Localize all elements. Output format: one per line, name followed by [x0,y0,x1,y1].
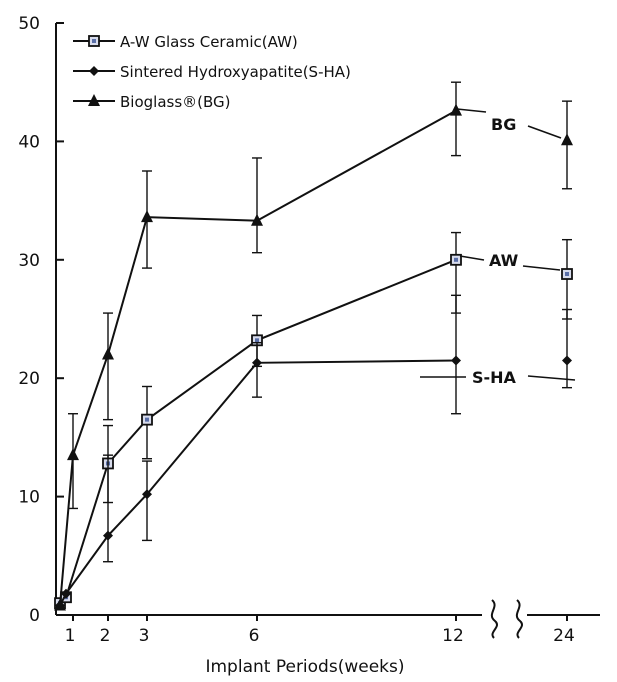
legend-marker-BG [88,94,100,106]
data-point-BG [561,133,573,146]
data-point-AW-center [565,272,569,277]
series-AW [54,231,573,610]
legend-label-SHA: Sintered Hydroxyapatite(S-HA) [120,63,351,81]
annotation-leader [527,375,576,381]
data-point-BG [67,448,79,461]
x-tick-label: 12 [442,626,464,646]
legend: A-W Glass Ceramic(AW) Sintered Hydroxyapa… [73,33,351,111]
data-point-SHA [61,588,71,599]
annotation-leader [522,265,561,271]
x-axis-title: Implant Periods(weeks) [205,657,404,677]
annotation-leader [456,108,487,113]
data-point-SHA [103,530,113,541]
y-ticks: 0 10 20 30 40 50 [18,14,64,626]
x-tick-label: 3 [139,626,150,646]
annotation-BG: BG [491,115,516,134]
annotation-layer: BG AW S-HA [420,108,576,387]
data-point-BG [450,103,462,116]
x-tick-label: 24 [553,626,575,646]
data-point-SHA [142,489,152,500]
data-point-BG [102,347,114,360]
data-point-SHA [451,355,461,366]
y-tick-label: 50 [18,14,40,34]
y-tick-label: 30 [18,251,40,271]
annotation-SHA: S-HA [472,368,517,387]
axes [55,23,600,639]
axis-break-mark-2 [515,599,523,639]
series-line-BG [59,109,457,606]
x-tick-label: 1 [65,626,76,646]
axis-break-mark-1 [490,599,498,639]
data-point-AW-center [145,417,149,422]
annotation-leader [459,255,485,261]
data-point-AW-center [255,338,259,343]
data-point-BG [141,210,153,223]
y-tick-label: 0 [29,606,40,626]
y-tick-label: 10 [18,488,40,508]
y-tick-label: 40 [18,132,40,152]
data-point-SHA [562,355,572,366]
annotation-AW: AW [489,251,519,270]
data-point-BG [54,598,66,611]
x-tick-label: 6 [249,626,260,646]
data-point-AW-center [454,257,458,262]
legend-label-BG: Bioglass®(BG) [120,93,231,111]
series-BG [54,81,573,611]
series-layer [54,81,573,611]
legend-label-AW: A-W Glass Ceramic(AW) [120,33,298,51]
x-tick-label: 2 [100,626,111,646]
legend-marker-AW-center [92,39,96,43]
series-SHA [55,294,572,611]
y-tick-label: 20 [18,369,40,389]
legend-marker-SHA [89,66,99,76]
x-ticks: 1 2 3 6 12 24 [65,615,575,646]
annotation-leader [527,125,562,139]
data-point-SHA [252,357,262,368]
data-point-BG [251,213,263,226]
